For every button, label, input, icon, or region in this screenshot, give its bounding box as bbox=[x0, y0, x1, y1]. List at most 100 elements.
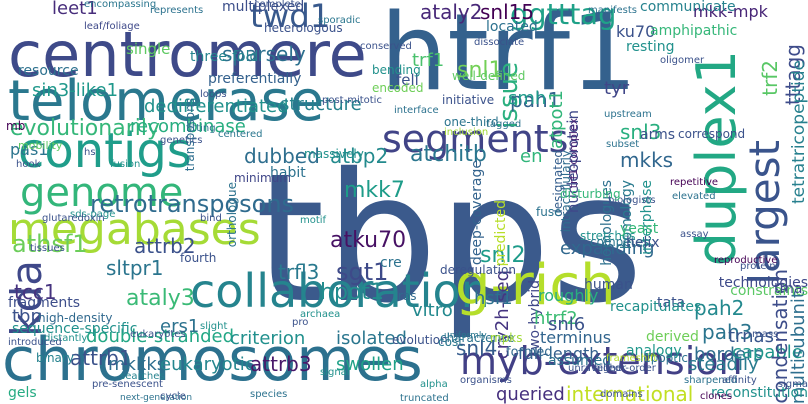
word-sequence-specific: sequence-specific bbox=[12, 321, 138, 337]
word-evolution: evolution bbox=[392, 333, 448, 347]
word-sgt1: sgt1 bbox=[336, 258, 389, 286]
word-bind: bind bbox=[200, 213, 222, 224]
word-snl15: snl15 bbox=[480, 0, 535, 24]
word-en: en bbox=[520, 146, 543, 167]
word-next-generation: next-generation bbox=[120, 393, 193, 403]
word-heterologous: heterologous bbox=[264, 21, 343, 35]
word-hook: hook bbox=[16, 159, 41, 170]
word-complete: complete bbox=[254, 0, 301, 10]
word-telomerase: telomerase bbox=[8, 69, 325, 134]
word-post-mitotic: post-mitotic bbox=[322, 95, 382, 106]
word-sharpened: sharpened bbox=[684, 375, 738, 386]
word-represents: represents bbox=[150, 5, 204, 16]
word-pas1: pas1 bbox=[10, 140, 49, 159]
word-communicate: communicate bbox=[640, 0, 736, 15]
word-myb-extension: myb-extension bbox=[460, 339, 743, 383]
word-leet1: leet1 bbox=[52, 0, 98, 19]
word-located: located bbox=[486, 19, 538, 35]
word-attrb2: attrb2 bbox=[134, 234, 196, 258]
word-affinity: affinity bbox=[722, 375, 757, 386]
word-capable: capable bbox=[732, 342, 803, 363]
word-centromere: centromere bbox=[8, 18, 367, 91]
word-fusion: fusion bbox=[110, 159, 141, 170]
word-mass: mass bbox=[752, 329, 779, 340]
word-g-rich: g-rich bbox=[455, 253, 616, 318]
word-segments: segments bbox=[382, 117, 569, 161]
word-fourth: fourth bbox=[180, 251, 217, 265]
word-trf1: trf1 bbox=[412, 50, 445, 71]
word-snl2: snl2 bbox=[480, 243, 526, 268]
word-human: human bbox=[584, 277, 633, 293]
word-signal: signal bbox=[320, 367, 350, 378]
word-archaea: archaea bbox=[300, 309, 341, 320]
word-terminus: terminus bbox=[540, 328, 612, 347]
word-trfl3: trfl3 bbox=[278, 260, 320, 284]
word-biologists: biologists bbox=[608, 195, 656, 206]
word-attrb1: attrb1 bbox=[70, 346, 132, 370]
word-centered: centered bbox=[218, 129, 263, 140]
word-well-defined: well-defined bbox=[452, 69, 526, 83]
word-technologies: technologies bbox=[718, 275, 808, 291]
word-ku70: ku70 bbox=[616, 22, 656, 41]
word-mkks: mkks bbox=[620, 148, 674, 172]
word-swollen: swollen bbox=[336, 354, 404, 375]
word-ataly2: ataly2 bbox=[420, 0, 483, 24]
word-searches: searches bbox=[120, 371, 165, 382]
word-helix: helix bbox=[626, 235, 660, 251]
word-tagged: tagged bbox=[486, 119, 522, 130]
word-stretches: stretches bbox=[580, 229, 636, 243]
word-dissociate: dissociate bbox=[474, 37, 525, 48]
word-three-fold: three-fold bbox=[190, 49, 259, 65]
word-genome: genome bbox=[20, 170, 184, 216]
word-mpks: mpks bbox=[490, 331, 523, 345]
word-criterion: criterion bbox=[230, 328, 306, 349]
word-resting: resting bbox=[626, 39, 675, 55]
word-assumed: assumed bbox=[548, 353, 612, 369]
word-resource: resource bbox=[18, 63, 79, 79]
word-higher-order: higher-order bbox=[594, 363, 656, 374]
word-mkk-mpk: mkk-mpk bbox=[693, 2, 768, 21]
word-ataly3: ataly3 bbox=[126, 286, 195, 311]
word-motif: motif bbox=[300, 215, 327, 226]
word-lepoptic: lepoptic bbox=[640, 351, 688, 365]
word-derived: derived bbox=[646, 329, 699, 345]
word-pro: pro bbox=[292, 317, 309, 328]
word-double-stranded: double-stranded bbox=[86, 326, 235, 347]
word-interface: interface bbox=[394, 105, 439, 116]
word-truncated: truncated bbox=[400, 393, 449, 404]
word-htrf1: htrf1 bbox=[380, 0, 638, 115]
word-tetratricopeptide: tetratricopeptide bbox=[789, 60, 808, 205]
word-sin3-like1: sin3-like1 bbox=[32, 80, 119, 101]
word-hs: hs bbox=[84, 147, 96, 158]
word-contigs: contigs bbox=[18, 123, 192, 179]
word-structure: structure bbox=[280, 94, 362, 115]
word-pah1: pah1 bbox=[510, 88, 561, 112]
word-pah2: pah2 bbox=[694, 296, 745, 320]
word-introduced: introduced bbox=[8, 337, 62, 348]
word-conserved: conserved bbox=[360, 41, 412, 52]
word-snl3: snl3 bbox=[620, 120, 662, 144]
word-encompassing: encompassing bbox=[84, 0, 157, 10]
word-cycle: cycle bbox=[160, 391, 186, 402]
word-glutaredoxin: glutaredoxin bbox=[42, 213, 105, 224]
word-recombinase: recombinase bbox=[130, 116, 246, 137]
word-trna: trna bbox=[774, 281, 803, 297]
word-tata: tata bbox=[657, 295, 686, 311]
word-bending: bending bbox=[372, 63, 421, 77]
word-athsf1: athsf1 bbox=[12, 230, 88, 258]
word-isolated: isolated bbox=[336, 328, 407, 349]
word-slight: slight bbox=[200, 321, 228, 332]
word-tissues: tissues bbox=[30, 243, 65, 254]
word-full-length: full-length bbox=[518, 344, 600, 363]
word-assay: assay bbox=[680, 229, 709, 240]
word-elevated: elevated bbox=[672, 191, 716, 202]
word-twd1: twd1 bbox=[250, 0, 331, 35]
word-attrb3: attrb3 bbox=[250, 352, 312, 376]
word-manifests: manifests bbox=[588, 5, 637, 16]
word-yeast: yeast bbox=[620, 221, 659, 237]
word-massively: massively bbox=[304, 147, 364, 161]
word-high-density: high-density bbox=[38, 311, 113, 325]
word-snl4: snl4 bbox=[456, 336, 498, 360]
word-uniformly: uniformly bbox=[444, 331, 487, 341]
